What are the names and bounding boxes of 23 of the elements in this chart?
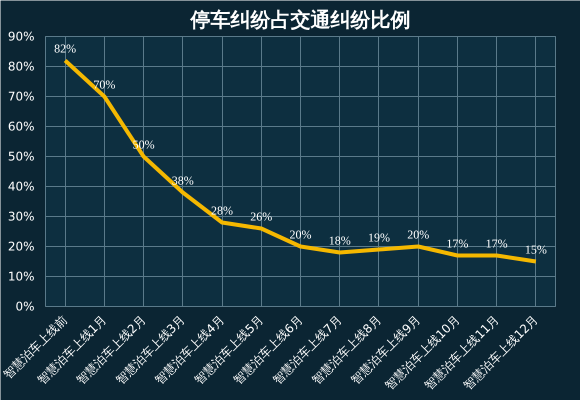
data-label: 15%	[524, 242, 547, 256]
data-label: 28%	[211, 204, 234, 218]
data-label: 26%	[250, 210, 272, 224]
data-label: 82%	[54, 42, 76, 56]
data-label: 20%	[407, 228, 430, 242]
y-tick-label: 70%	[8, 90, 34, 104]
data-label: 70%	[93, 78, 116, 92]
y-tick-label: 40%	[8, 180, 34, 194]
data-label: 19%	[368, 230, 390, 244]
y-tick-label: 50%	[8, 150, 34, 164]
data-label: 18%	[328, 234, 351, 248]
data-label: 20%	[290, 228, 312, 242]
y-tick-label: 80%	[8, 60, 34, 74]
y-tick-label: 90%	[8, 30, 34, 44]
data-label: 17%	[446, 236, 468, 250]
data-label: 38%	[172, 174, 194, 188]
y-tick-label: 30%	[8, 210, 34, 224]
y-tick-label: 20%	[8, 240, 34, 254]
y-tick-label: 60%	[8, 120, 34, 134]
y-tick-label: 0%	[15, 300, 35, 314]
chart-title: 停车纠纷占交通纠纷比例	[190, 8, 410, 32]
y-tick-label: 10%	[8, 270, 34, 284]
data-label: 17%	[486, 236, 508, 250]
